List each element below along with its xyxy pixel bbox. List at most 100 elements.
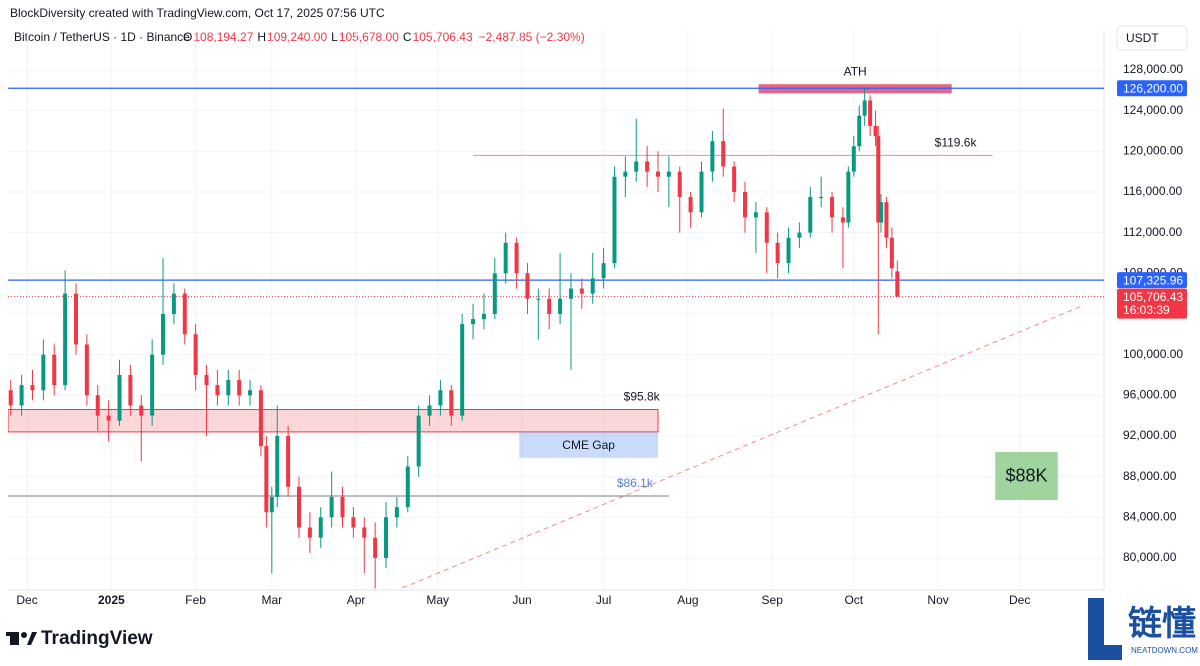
candle-body bbox=[819, 197, 824, 199]
price-tag bbox=[1117, 80, 1187, 97]
chart-title: Bitcoin / TetherUS · 1D · Binance bbox=[14, 30, 190, 44]
legend-value: 109,240.00 bbox=[267, 30, 327, 44]
legend-key: H bbox=[257, 30, 266, 44]
candle-body bbox=[8, 390, 13, 406]
candle-body bbox=[851, 146, 856, 172]
candle-body bbox=[797, 232, 802, 238]
candle-body bbox=[63, 293, 68, 386]
x-tick-label: Apr bbox=[347, 593, 366, 607]
watermark-mark: 链懂 bbox=[1128, 605, 1196, 643]
logo-text: TradingView bbox=[41, 628, 153, 649]
candle-body bbox=[226, 380, 231, 396]
candle-body bbox=[258, 390, 263, 447]
candle-body bbox=[666, 171, 671, 177]
candle-body bbox=[645, 161, 650, 172]
zone-label: CME Gap bbox=[562, 438, 615, 452]
level-label: $86.1k bbox=[617, 476, 654, 490]
candle-body bbox=[568, 288, 573, 299]
candle-body bbox=[307, 527, 312, 538]
legend-change: −2,487.85 (−2.30%) bbox=[479, 30, 585, 44]
candle-body bbox=[514, 242, 519, 274]
y-tick-label: 116,000.00 bbox=[1123, 184, 1182, 198]
candle-body bbox=[743, 191, 748, 218]
x-tick-label: Sep bbox=[762, 593, 784, 607]
candle-body bbox=[416, 415, 421, 467]
ohlc-legend: O 108,194.27 H 109,240.00 L 105,678.00 C 105,70… bbox=[183, 30, 585, 44]
candle-body bbox=[536, 298, 541, 300]
candle-body bbox=[503, 242, 508, 274]
candle-body bbox=[248, 390, 253, 396]
candle-body bbox=[237, 380, 242, 396]
candle-body bbox=[868, 100, 873, 126]
x-tick-label: Feb bbox=[185, 593, 206, 607]
candle-body bbox=[764, 212, 769, 243]
candle-body bbox=[405, 466, 410, 508]
x-tick-label: Jun bbox=[512, 593, 531, 607]
candle-body bbox=[558, 298, 563, 314]
y-tick-label: 92,000.00 bbox=[1123, 428, 1177, 442]
candle-body bbox=[204, 374, 209, 386]
x-tick-label: 2025 bbox=[98, 593, 125, 607]
watermark-site: NEATDOWN.COM bbox=[1131, 646, 1198, 655]
candle-body bbox=[884, 202, 889, 238]
candle-body bbox=[373, 537, 378, 558]
candle-body bbox=[862, 100, 867, 116]
y-tick-label: 128,000.00 bbox=[1123, 62, 1183, 76]
x-tick-label: Jul bbox=[596, 593, 611, 607]
header: BlockDiversity created with TradingView.… bbox=[10, 6, 385, 20]
x-tick-label: Mar bbox=[261, 593, 282, 607]
zone bbox=[8, 409, 659, 433]
x-tick-label: May bbox=[426, 593, 449, 607]
legend-key: C bbox=[403, 30, 412, 44]
candle-body bbox=[296, 486, 301, 528]
candle-body bbox=[857, 115, 862, 147]
candle-body bbox=[623, 171, 628, 177]
candle-body bbox=[579, 288, 584, 294]
y-tick-label: 100,000.00 bbox=[1123, 347, 1183, 361]
candle-body bbox=[269, 496, 274, 513]
candle-body bbox=[786, 237, 791, 264]
candle-body bbox=[840, 217, 845, 223]
y-tick-label: 112,000.00 bbox=[1123, 225, 1182, 239]
candle-body bbox=[73, 293, 78, 345]
candle-body bbox=[52, 354, 57, 386]
candle-body bbox=[95, 395, 100, 416]
x-tick-label: Dec bbox=[1009, 593, 1030, 607]
candle-body bbox=[161, 313, 166, 355]
axes: 80,000.00 84,000.00 88,000.00 92,000.00 96,0… bbox=[16, 62, 1187, 607]
candle-body bbox=[878, 202, 883, 223]
candle-body bbox=[106, 415, 111, 421]
candle-body bbox=[876, 136, 881, 223]
candle-body bbox=[721, 141, 726, 167]
candle-body bbox=[830, 197, 835, 218]
candle-body bbox=[182, 293, 187, 335]
candle-body bbox=[340, 496, 345, 518]
candle-body bbox=[775, 242, 780, 264]
price-tag-label: 105,706.43 bbox=[1123, 290, 1183, 304]
level-label: $119.6k bbox=[935, 136, 978, 150]
candle-body bbox=[601, 263, 606, 279]
candle-body bbox=[699, 171, 704, 213]
candle-body bbox=[264, 446, 269, 513]
candle-body bbox=[655, 171, 660, 177]
plot-area: CME Gap ATH $88K $119.6k $86.1k $95.8k bbox=[8, 64, 1104, 589]
x-tick-label: Nov bbox=[927, 593, 948, 607]
candle-body bbox=[275, 435, 280, 497]
candle-body bbox=[286, 435, 291, 487]
candle-body bbox=[492, 273, 497, 314]
candle-body bbox=[362, 527, 367, 538]
candle-body bbox=[171, 293, 176, 314]
candle-body bbox=[394, 507, 399, 518]
candle-body bbox=[873, 125, 878, 137]
candle-body bbox=[808, 197, 813, 233]
candle-body bbox=[471, 319, 476, 325]
note: $95.8k bbox=[624, 390, 661, 404]
candle-body bbox=[525, 273, 530, 299]
legend-key: O bbox=[183, 30, 192, 44]
x-tick-label: Dec bbox=[16, 593, 37, 607]
y-tick-label: 88,000.00 bbox=[1123, 469, 1177, 483]
candle-body bbox=[84, 344, 89, 396]
legend-key: L bbox=[331, 30, 338, 44]
candle-body bbox=[677, 171, 682, 198]
